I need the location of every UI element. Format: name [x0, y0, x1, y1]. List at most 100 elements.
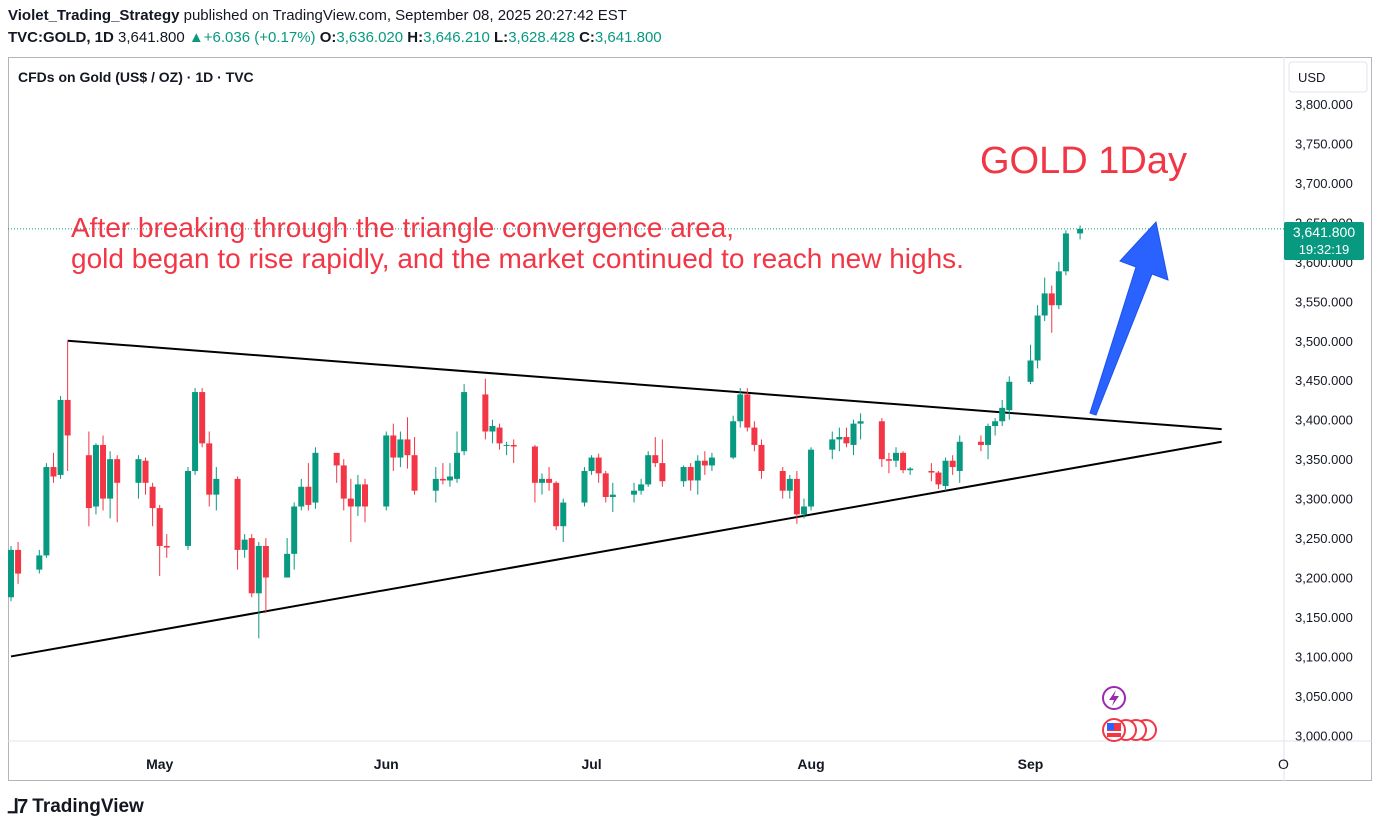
candle-body	[546, 478, 553, 483]
close-label: C:	[579, 29, 595, 46]
candle	[652, 437, 659, 468]
candle	[255, 542, 262, 639]
price-tag-price: 3,641.800	[1293, 224, 1355, 240]
candle	[503, 441, 510, 456]
candle	[999, 399, 1006, 426]
y-tick-label: 3,300.000	[1295, 492, 1353, 507]
candle-body	[609, 494, 616, 498]
candle	[836, 427, 843, 452]
candle-body	[992, 421, 999, 426]
candle-body	[836, 437, 843, 440]
candle-body	[1006, 381, 1013, 411]
candle-body	[496, 427, 503, 444]
candle	[241, 534, 248, 558]
candle-body	[43, 467, 50, 556]
candle	[595, 453, 602, 483]
candle	[680, 465, 687, 487]
candle	[843, 427, 850, 448]
candle-body	[57, 399, 64, 475]
candle-body	[779, 470, 786, 491]
candle	[142, 457, 149, 495]
candle-body	[255, 545, 262, 594]
tradingview-brand[interactable]: ⅃7 TradingView	[8, 794, 144, 819]
author-name[interactable]: Violet_Trading_Strategy	[8, 7, 180, 24]
candle	[928, 463, 935, 482]
candle	[708, 452, 715, 471]
price-tag: 3,641.800 19:32:19	[1284, 222, 1364, 260]
trendlines	[10, 339, 1222, 658]
candle	[737, 388, 744, 428]
candle	[262, 538, 269, 614]
candle-body	[404, 439, 411, 456]
candle-body	[114, 459, 121, 483]
tradingview-logo-icon: ⅃7	[8, 796, 28, 818]
time-axis[interactable]: May Jun Jul Aug Sep	[146, 756, 1043, 772]
candle-body	[15, 549, 22, 574]
price-tag-box	[1284, 222, 1364, 260]
candle-body	[142, 460, 149, 483]
x-tick-label: May	[146, 756, 173, 772]
price-change: +6.036 (+0.17%)	[203, 29, 316, 46]
candle	[885, 452, 892, 474]
candle	[454, 431, 461, 483]
currency-box[interactable]	[1288, 61, 1368, 93]
candle	[100, 435, 107, 511]
event-icons[interactable]	[1102, 686, 1157, 742]
trendline-lower[interactable]	[10, 440, 1222, 658]
time-axis-cut-label: O	[1278, 756, 1289, 772]
candle-body	[652, 455, 659, 464]
candle	[298, 478, 305, 511]
candle	[85, 431, 92, 527]
candle	[248, 534, 255, 598]
candle-body	[213, 478, 220, 495]
candle-body	[1048, 293, 1055, 306]
candle-body	[850, 423, 857, 445]
candle-body	[758, 444, 765, 471]
candle-body	[92, 444, 99, 507]
open-label: O:	[319, 29, 337, 46]
candle	[694, 455, 701, 495]
up-arrow-icon	[1089, 220, 1169, 416]
symbol-info: TVC:GOLD, 1D 3,641.800 ▲+6.036 (+0.17%) …	[8, 29, 662, 46]
publish-info: Violet_Trading_Strategy published on Tra…	[8, 7, 627, 24]
price-tag-countdown: 19:32:19	[1299, 242, 1350, 257]
candle	[312, 447, 319, 509]
candle	[631, 482, 638, 503]
candle	[1006, 376, 1013, 420]
y-tick-label: 3,750.000	[1295, 136, 1353, 151]
candle	[36, 549, 43, 574]
y-tick-label: 3,500.000	[1295, 334, 1353, 349]
candle-body	[588, 457, 595, 471]
candles	[8, 225, 1084, 639]
brand-name: TradingView	[32, 795, 144, 817]
candle	[744, 388, 751, 432]
candle	[602, 470, 609, 503]
candle	[1062, 230, 1069, 276]
candle-body	[107, 459, 114, 499]
candle-body	[708, 457, 715, 466]
candle-body	[885, 459, 892, 461]
candle-body	[935, 472, 942, 485]
candle-body	[362, 484, 368, 507]
candle-body	[64, 399, 71, 436]
candle-body	[234, 478, 241, 550]
candle	[638, 478, 645, 495]
candle	[1048, 285, 1055, 333]
price-axis[interactable]: 3,800.0003,750.0003,700.0003,650.0003,60…	[1295, 97, 1353, 743]
price-chart[interactable]: USD CFDs on Gold (US$ / OZ) · 1D · TVC 3…	[8, 57, 1372, 781]
candle	[156, 504, 163, 576]
candle	[92, 443, 99, 515]
up-triangle-icon: ▲	[188, 29, 204, 46]
candle	[907, 467, 914, 475]
candle-body	[531, 446, 538, 483]
candle-body	[928, 470, 935, 473]
candle	[531, 444, 538, 503]
candle-body	[1034, 315, 1041, 361]
candle	[163, 534, 170, 558]
candle-body	[907, 468, 914, 471]
candle	[786, 474, 793, 499]
trendline-upper[interactable]	[67, 339, 1222, 431]
candle-body	[1027, 360, 1034, 382]
candle-body	[100, 444, 107, 499]
candle	[135, 455, 142, 499]
